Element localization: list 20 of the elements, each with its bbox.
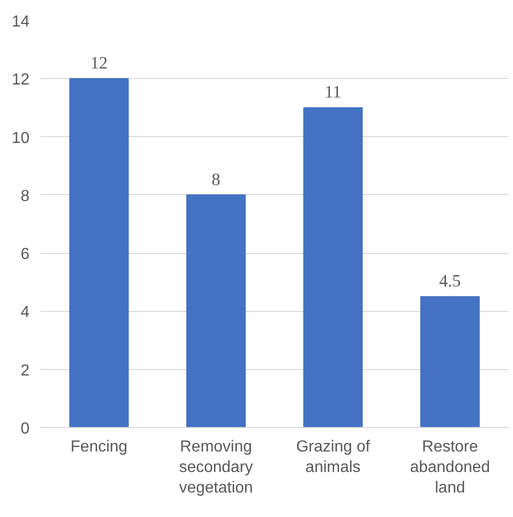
y-tick-label: 8 [20,188,30,205]
x-tick-label: Restore abandoned land [410,438,490,496]
x-tick-label: Fencing [70,438,128,456]
bar [69,78,129,428]
bar [420,296,480,428]
data-label: 11 [324,82,342,102]
y-tick-label: 14 [12,14,30,30]
x-tick-label: Grazing of animals [296,438,370,476]
y-tick-label: 0 [20,420,30,438]
bar [303,107,363,428]
y-tick-label: 2 [20,362,30,380]
data-label: 12 [90,54,108,73]
y-tick-label: 12 [12,72,30,89]
y-tick-label: 4 [20,304,30,322]
data-label: 4.5 [439,272,461,291]
bar [186,194,246,428]
data-label: 8 [212,170,220,189]
y-tick-label: 6 [20,246,30,264]
y-tick-label: 10 [12,130,30,147]
x-tick-label: Removing secondary vegetation [179,438,253,496]
